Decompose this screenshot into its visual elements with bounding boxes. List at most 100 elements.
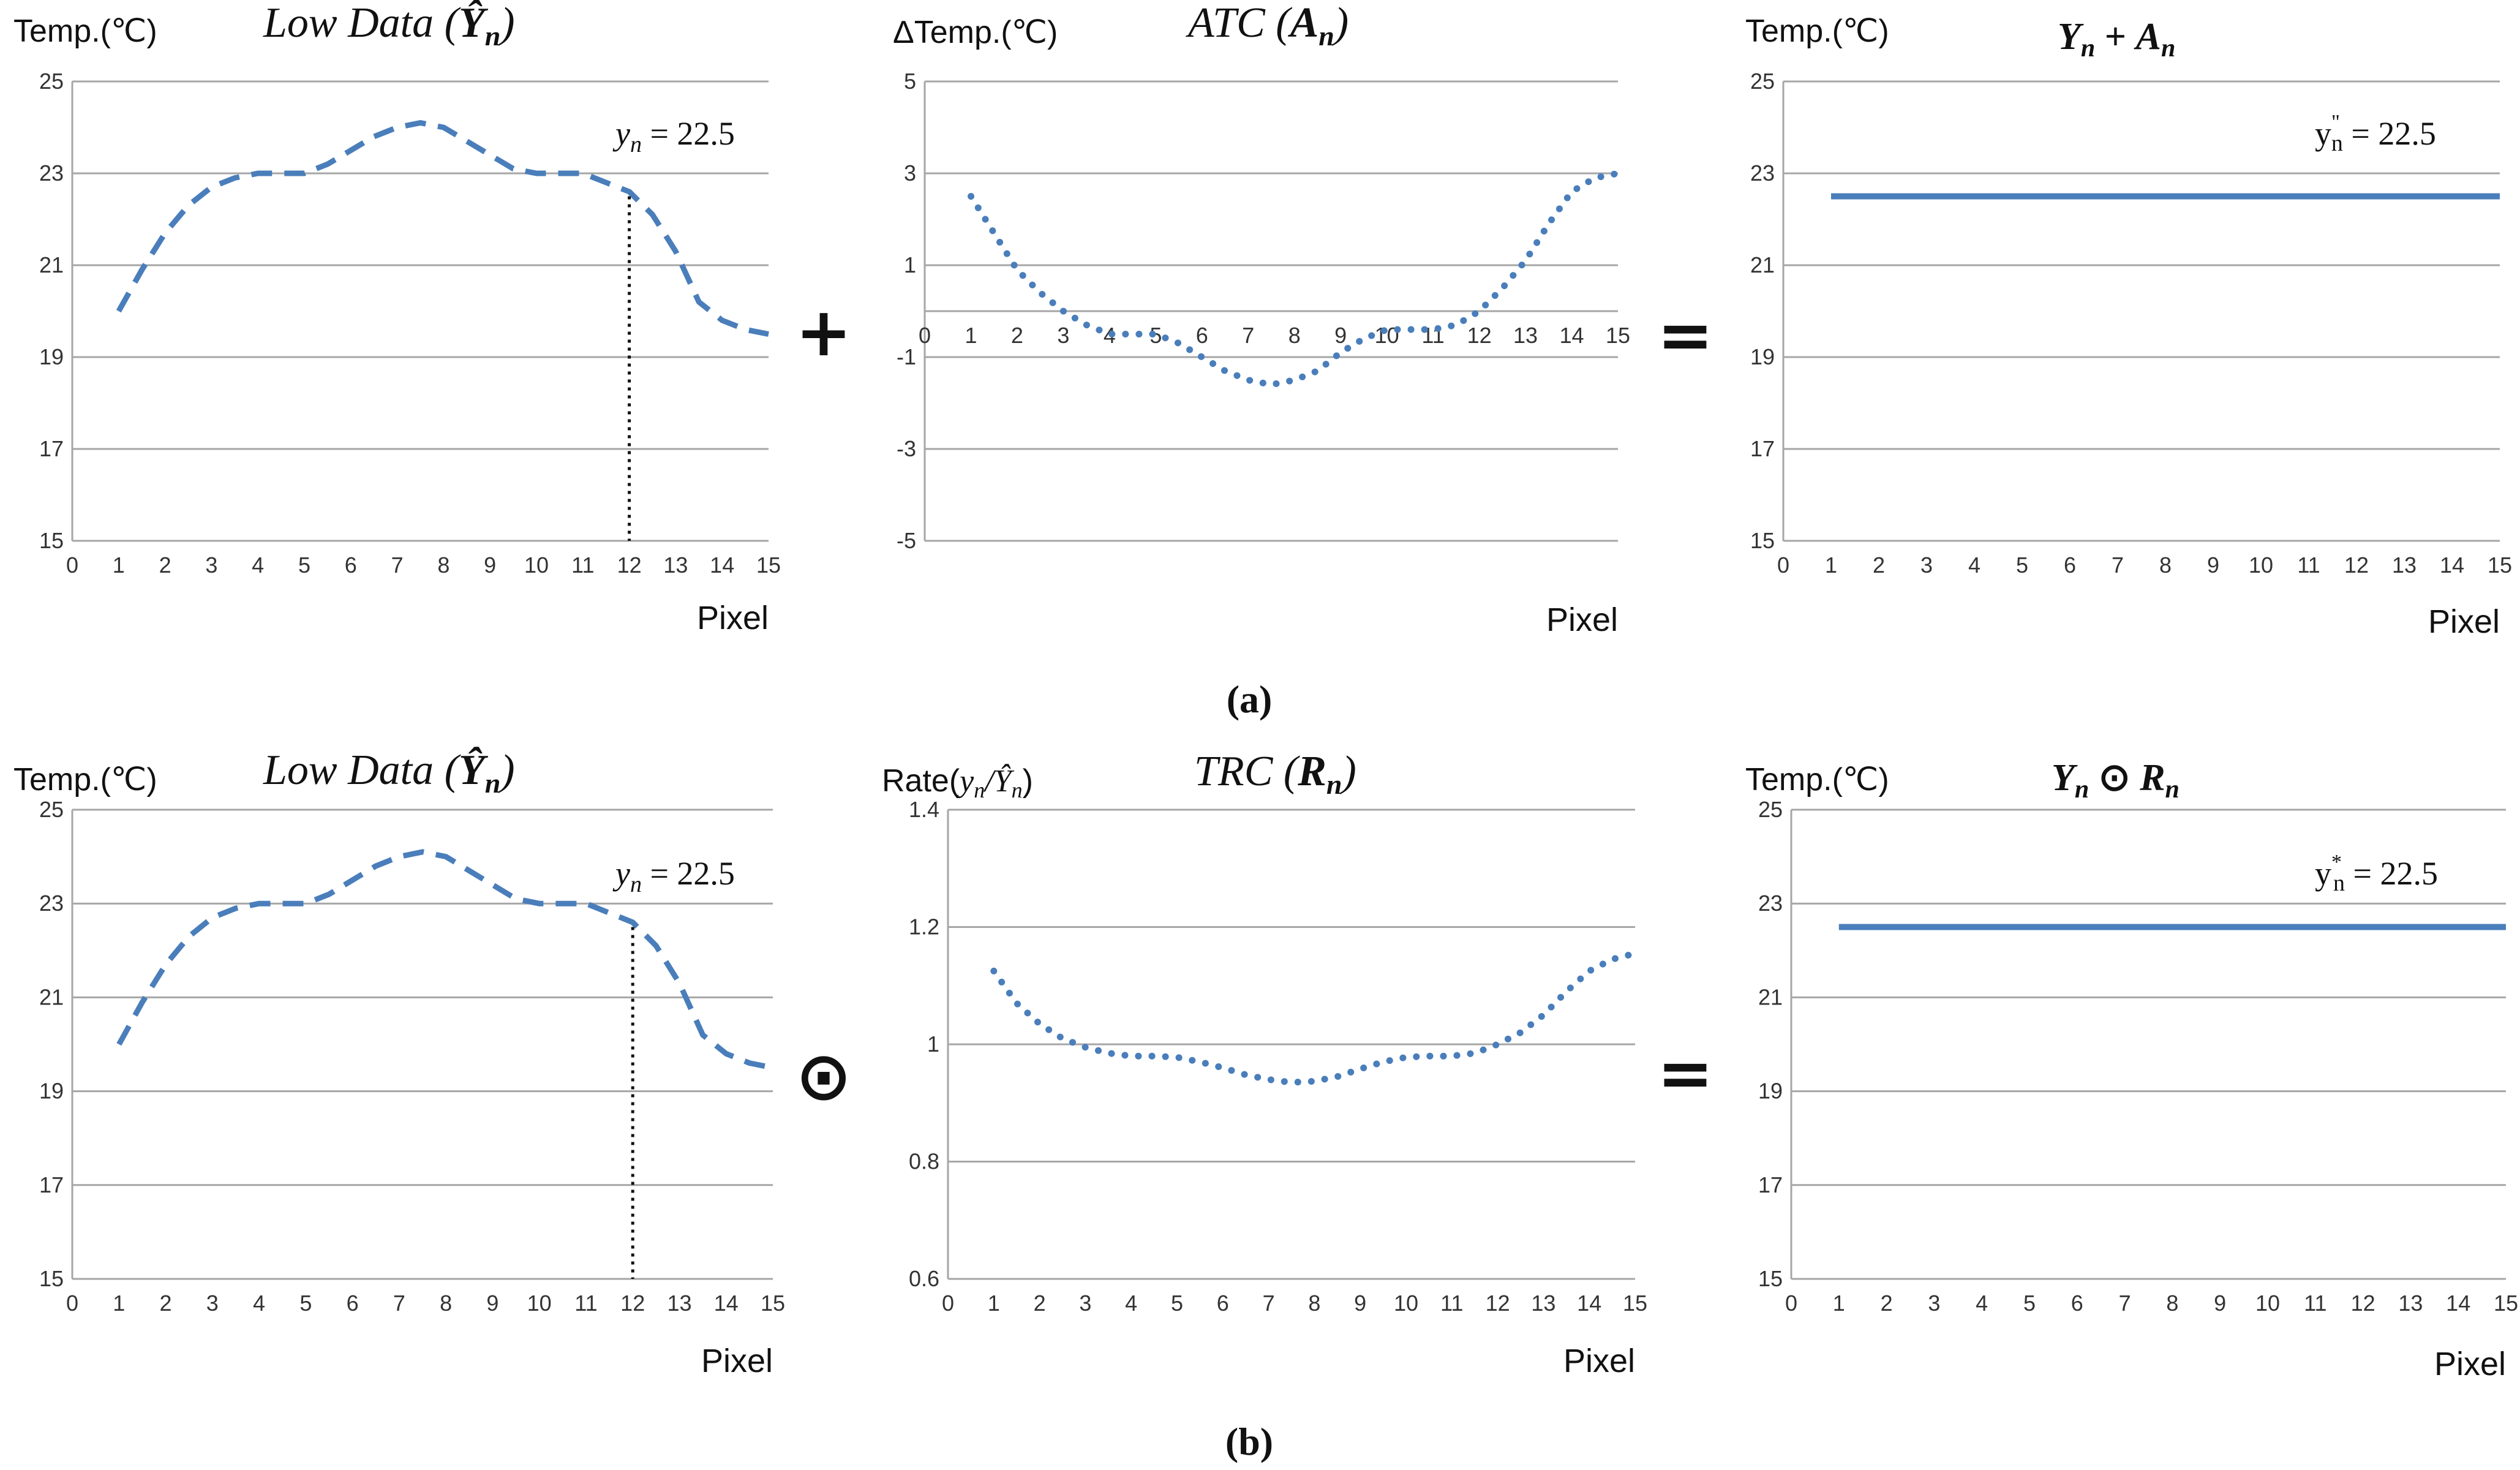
- x-tick-label: 0: [1785, 1291, 1797, 1316]
- x-tick-label: 11: [1440, 1291, 1463, 1316]
- x-tick-label: 14: [2446, 1291, 2470, 1316]
- x-tick-label: 9: [2207, 552, 2219, 578]
- x-tick-label: 5: [1171, 1291, 1183, 1316]
- x-tick-label: 3: [205, 552, 217, 578]
- x-tick-label: 0: [66, 1291, 78, 1316]
- x-tick-label: 9: [486, 1291, 498, 1316]
- y-tick-label: 21: [39, 984, 64, 1009]
- chart-title: Low Data (Ŷn): [263, 747, 515, 799]
- x-tick-label: 12: [2344, 552, 2369, 578]
- y-tick-label: 17: [1758, 1172, 1783, 1197]
- x-tick-label: 15: [2488, 552, 2512, 578]
- x-tick-label: 0: [1777, 552, 1789, 578]
- x-tick-label: 11: [574, 1291, 597, 1316]
- x-tick-label: 6: [1196, 323, 1208, 348]
- x-tick-label: 9: [484, 552, 496, 578]
- x-tick-label: 3: [1079, 1291, 1091, 1316]
- y-tick-label: 1.2: [909, 914, 939, 940]
- x-tick-label: 1: [988, 1291, 1000, 1316]
- series-line: [968, 170, 1622, 388]
- x-tick-label: 12: [620, 1291, 645, 1316]
- x-axis-label: Pixel: [2434, 1346, 2506, 1382]
- x-tick-label: 15: [1606, 323, 1630, 348]
- x-tick-label: 2: [159, 552, 171, 578]
- chart-title: TRC (Rn): [1194, 748, 1356, 800]
- y-tick-label: -1: [897, 344, 916, 369]
- y-tick-label: 25: [1750, 69, 1775, 94]
- x-tick-label: 7: [2119, 1291, 2131, 1316]
- x-axis-label: Pixel: [701, 1343, 773, 1379]
- y-axis-label: Rate(yn/Ŷn): [882, 763, 1033, 802]
- x-tick-label: 14: [1577, 1291, 1601, 1316]
- x-tick-label: 4: [253, 1291, 265, 1316]
- y-tick-label: 0.8: [909, 1149, 939, 1174]
- x-tick-label: 12: [1486, 1291, 1510, 1316]
- x-axis-label: Pixel: [1563, 1343, 1635, 1379]
- y-tick-label: 23: [39, 160, 64, 186]
- x-tick-label: 4: [1968, 552, 1980, 578]
- series-line: [990, 950, 1639, 1086]
- x-tick-label: 13: [2398, 1291, 2423, 1316]
- x-tick-label: 7: [393, 1291, 405, 1316]
- y-axis-label: Temp.(℃): [13, 13, 157, 49]
- caption-b: (b): [1225, 1420, 1273, 1463]
- x-tick-label: 3: [1928, 1291, 1940, 1316]
- y-tick-label: 23: [39, 891, 64, 916]
- x-tick-label: 15: [1623, 1291, 1647, 1316]
- x-axis-label: Pixel: [2428, 603, 2500, 640]
- odot-operator: ⊙: [795, 1037, 852, 1115]
- x-tick-label: 14: [1560, 323, 1584, 348]
- x-tick-label: 1: [1833, 1291, 1845, 1316]
- y-tick-label: 21: [39, 252, 64, 277]
- annotation-label: y* n = 22.5: [2315, 851, 2438, 896]
- x-tick-label: 10: [1394, 1291, 1418, 1316]
- x-tick-label: 2: [160, 1291, 172, 1316]
- panel-b-trc: Rate(yn/Ŷn) TRC (Rn) 0.60.811.21.40 1 2 3 4 5…: [882, 748, 1647, 1379]
- equals-operator: =: [1657, 296, 1713, 374]
- x-tick-label: 11: [2297, 552, 2320, 578]
- y-tick-label: 3: [904, 160, 916, 186]
- x-tick-label: 14: [714, 1291, 739, 1316]
- y-tick-label: 15: [1750, 528, 1775, 553]
- x-tick-label: 9: [1334, 323, 1347, 348]
- x-tick-label: 8: [437, 552, 449, 578]
- x-tick-label: 5: [2023, 1291, 2036, 1316]
- x-tick-label: 7: [1263, 1291, 1275, 1316]
- x-tick-label: 13: [663, 552, 688, 578]
- y-tick-label: 19: [1750, 344, 1775, 369]
- x-tick-label: 1: [965, 323, 977, 348]
- caption-a: (a): [1227, 677, 1273, 721]
- y-axis-label: Temp.(℃): [13, 762, 157, 797]
- x-tick-label: 8: [1288, 323, 1301, 348]
- x-tick-label: 14: [710, 552, 734, 578]
- series-line: [116, 849, 773, 1071]
- chart-title: Yn + An: [2058, 16, 2175, 62]
- x-tick-label: 11: [571, 552, 594, 578]
- x-tick-label: 10: [527, 1291, 552, 1316]
- chart-title: ATC (An): [1186, 0, 1348, 51]
- chart-title: Yn ⊙ Rn: [2052, 757, 2180, 804]
- x-tick-label: 10: [2255, 1291, 2280, 1316]
- series-line: [116, 120, 769, 337]
- x-tick-label: 3: [1920, 552, 1933, 578]
- x-tick-label: 2: [1873, 552, 1885, 578]
- y-tick-label: 25: [39, 69, 64, 94]
- annotation-label: yn = 22.5: [612, 855, 735, 897]
- x-axis-label: Pixel: [697, 600, 769, 636]
- x-tick-label: 12: [1467, 323, 1492, 348]
- x-tick-label: 2: [1034, 1291, 1046, 1316]
- y-tick-label: 23: [1750, 160, 1775, 186]
- x-tick-label: 8: [2159, 552, 2172, 578]
- x-tick-label: 7: [1242, 323, 1254, 348]
- x-tick-label: 13: [667, 1291, 691, 1316]
- x-tick-label: 10: [524, 552, 549, 578]
- x-tick-label: 2: [1011, 323, 1023, 348]
- y-tick-label: 5: [904, 69, 916, 94]
- x-tick-label: 13: [1513, 323, 1538, 348]
